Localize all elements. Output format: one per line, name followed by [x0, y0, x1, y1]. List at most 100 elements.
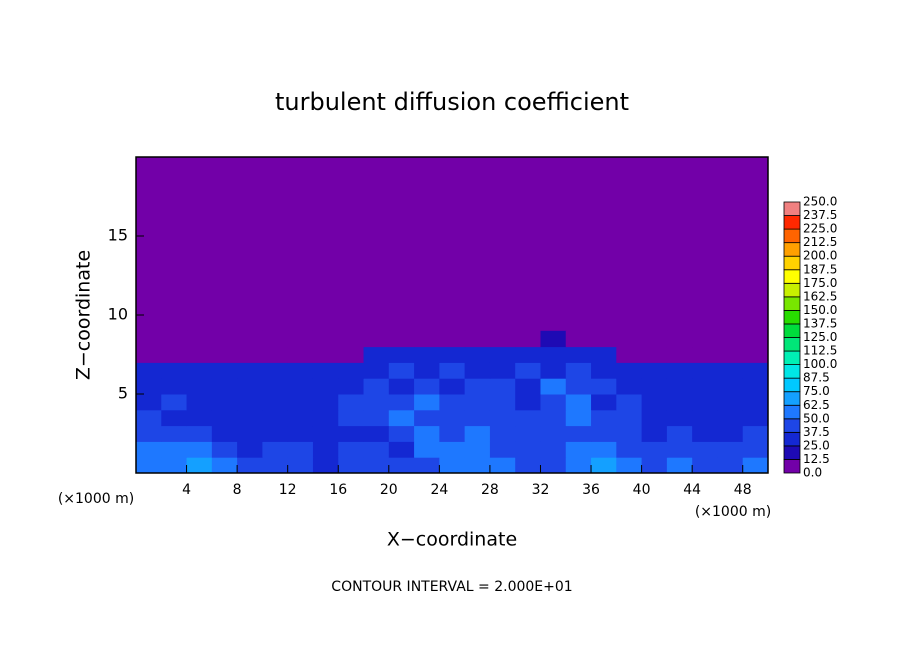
heat-cell	[616, 346, 643, 363]
heat-cell	[237, 362, 263, 379]
heat-cell	[717, 362, 744, 379]
heat-cell	[414, 330, 440, 348]
colorbar-label: 125.0	[803, 330, 837, 344]
heat-cell	[211, 346, 238, 363]
colorbar-swatch	[783, 282, 801, 298]
colorbar-swatch	[783, 201, 801, 216]
heat-cell	[161, 425, 188, 442]
heat-cell	[338, 457, 365, 474]
heat-cell	[338, 330, 365, 348]
heat-cell	[338, 394, 365, 411]
colorbar-swatch	[783, 418, 801, 433]
heat-cell	[717, 378, 744, 395]
heat-cell	[464, 409, 491, 427]
heat-cell	[464, 394, 491, 411]
heat-cell	[312, 441, 339, 458]
heat-cell	[388, 362, 415, 379]
heat-cell	[136, 378, 162, 395]
heat-cell	[312, 425, 339, 442]
heat-cell	[591, 457, 617, 474]
colorbar-label: 225.0	[803, 222, 837, 236]
colorbar-swatch	[783, 350, 801, 365]
y-tick-label: 15	[108, 226, 128, 245]
heat-cell	[161, 441, 188, 458]
heat-cell	[666, 409, 693, 427]
heat-cell	[262, 394, 289, 411]
heat-cell	[565, 394, 592, 411]
heat-cell	[591, 394, 617, 411]
heat-cell	[287, 409, 314, 427]
heat-cell	[515, 330, 541, 348]
colorbar-swatch	[783, 228, 801, 244]
colorbar-label: 212.5	[803, 235, 837, 249]
heat-cell	[742, 378, 769, 395]
heat-cell	[742, 362, 769, 379]
heat-cell	[363, 362, 390, 379]
heat-cell	[363, 425, 390, 442]
heat-cell	[666, 362, 693, 379]
y-tick-label: 5	[118, 384, 128, 403]
heat-cell	[565, 441, 592, 458]
heat-cell	[515, 378, 541, 395]
heat-cell	[717, 330, 744, 348]
colorbar-label: 112.5	[803, 344, 837, 358]
heat-cell	[211, 394, 238, 411]
heat-cell	[591, 441, 617, 458]
heat-cell	[464, 346, 491, 363]
y-axis-label: Z−coordinate	[73, 250, 95, 380]
heat-cell	[414, 441, 440, 458]
heat-cell	[262, 425, 289, 442]
heat-cell	[312, 394, 339, 411]
heat-cell	[363, 441, 390, 458]
heat-cell	[692, 362, 718, 379]
heat-cell	[540, 409, 567, 427]
heat-cell	[211, 425, 238, 442]
heat-cell	[312, 346, 339, 363]
heat-cell	[641, 441, 668, 458]
heat-cell	[489, 378, 516, 395]
colorbar-swatch	[783, 309, 801, 325]
x-tick-label: 12	[279, 482, 297, 498]
colorbar-swatch	[783, 431, 801, 447]
heat-cell	[464, 441, 491, 458]
heat-cell	[439, 425, 466, 442]
colorbar-label: 150.0	[803, 303, 837, 317]
heat-cell	[414, 362, 440, 379]
heat-cell	[641, 378, 668, 395]
heat-cell	[287, 425, 314, 442]
heat-cell	[540, 425, 567, 442]
heat-cell	[742, 457, 769, 474]
heat-cell	[312, 409, 339, 427]
heat-cell	[388, 346, 415, 363]
heat-cell	[439, 378, 466, 395]
heat-cell	[363, 378, 390, 395]
x-axis-label: X−coordinate	[387, 529, 517, 551]
heat-cell	[287, 378, 314, 395]
heat-cell	[262, 362, 289, 379]
heat-cell	[312, 378, 339, 395]
heat-cell	[237, 457, 263, 474]
x-tick-label: 4	[182, 482, 191, 498]
heat-cell	[565, 330, 592, 348]
heat-cell	[262, 378, 289, 395]
heat-cell	[489, 330, 516, 348]
x-unit-label: (×1000 m)	[695, 504, 771, 520]
heat-cell	[692, 346, 718, 363]
heat-cell	[464, 425, 491, 442]
colorbar-label: 250.0	[803, 195, 837, 209]
heat-cell	[439, 394, 466, 411]
heat-cell	[136, 441, 162, 458]
heat-cell	[742, 346, 769, 363]
heat-cell	[363, 409, 390, 427]
heat-cell	[641, 394, 668, 411]
heat-cell	[287, 362, 314, 379]
heat-cell	[237, 409, 263, 427]
heat-cell	[388, 409, 415, 427]
heat-cell	[641, 330, 668, 348]
heat-cell	[641, 362, 668, 379]
heat-cell	[515, 394, 541, 411]
heat-cell	[591, 425, 617, 442]
heat-cell	[616, 457, 643, 474]
heat-cell	[489, 441, 516, 458]
heat-cell	[666, 346, 693, 363]
